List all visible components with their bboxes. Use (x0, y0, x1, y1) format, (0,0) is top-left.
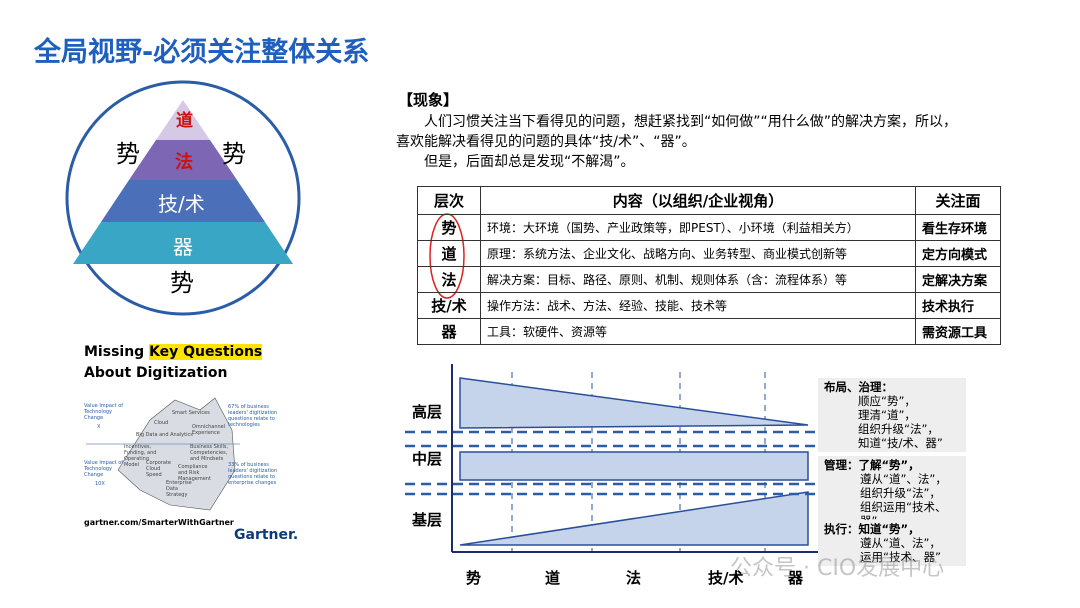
note: Value Impact of Technology Change (84, 460, 124, 478)
note-box: 管理：了解“势”，遵从“道”、法”，组织升级“法”，组织运用“技术、器” (818, 456, 966, 530)
title: 全局视野-必须关注整体关系 (34, 37, 370, 68)
iceberg-label: Compliance and Risk Management (178, 464, 211, 482)
cell: 环境：大环境（国势、产业政策等，即PEST）、小环境（利益相关方） (480, 214, 916, 241)
note-box: 执行：知道“势”， 遵从“道、法”， 运用“技术、器” (818, 520, 966, 566)
level-label: 技/术 (158, 192, 205, 216)
level-label: 法 (175, 152, 193, 173)
side-label: 势 (170, 269, 194, 297)
level-label: 器 (173, 235, 193, 259)
side-label: 势 (222, 140, 246, 168)
iceberg-label: Omnichannel Experience (192, 424, 226, 436)
note: Value Impact of Technology Change (84, 403, 124, 421)
note-line: 组织升级“法”， (858, 422, 939, 436)
band-middle (459, 451, 809, 481)
note: 33% of business leaders' digitization qu… (228, 462, 278, 486)
cell: 需资源工具 (915, 318, 1001, 345)
cell: 技/术 (417, 292, 481, 319)
table-row: 层次 内容（以组织/企业视角） 关注面 (417, 186, 1001, 215)
table-row: 势环境：大环境（国势、产业政策等，即PEST）、小环境（利益相关方） 看生存环境 (417, 214, 1001, 241)
level-label: 道 (176, 111, 193, 131)
axis-label: 器 (788, 569, 804, 587)
watermark: 公众号 · CIO发展中心 (730, 556, 945, 581)
iceberg-label: Smart Services (172, 410, 210, 416)
note-box: 布局、治理： 顺应“势”， 理清“道”， 组织升级“法”， 知道“技/术、器” (818, 378, 966, 452)
note: 10X (95, 481, 105, 487)
table-row: 器工具：软硬件、资源等 需资源工具 (417, 318, 1001, 345)
axis-label: 法 (626, 569, 642, 587)
cell: 势 (417, 214, 481, 241)
table-row: 法解决方案：目标、路径、原则、机制、规则体系（含：流程体系）等 定解决方案 (417, 266, 1001, 293)
table-row: 技/术 操作方法：战术、方法、经验、技能、技术等 技术执行 (417, 292, 1001, 319)
brand: Gartner. (234, 527, 299, 543)
axis-label: 势 (466, 569, 482, 587)
paragraph-line: 但是，后面却总是发现“不解渴”。 (424, 154, 635, 170)
iceberg-label: Business Skills, Competencies, and Minds… (190, 444, 229, 462)
level (129, 140, 237, 180)
note: X (97, 424, 101, 430)
note-line: 理清“道”， (858, 408, 916, 422)
text: Missing (84, 344, 150, 360)
gartner-title: Missing Key Questions (84, 344, 263, 360)
note-line: 执行：知道“势”， (824, 522, 920, 536)
cell: 法 (417, 266, 481, 293)
table: 层次 内容（以组织/企业视角） 关注面势环境：大环境（国势、产业政策等，即PEST）… (417, 186, 1001, 345)
header-cell: 关注面 (915, 186, 1001, 215)
header-cell: 层次 (417, 186, 481, 215)
layer-label: 基层 (412, 511, 443, 529)
iceberg-label: Corporate Cloud Speed (146, 460, 171, 478)
cell: 原理：系统方法、企业文化、战略方向、业务转型、商业模式创新等 (480, 240, 916, 267)
url: gartner.com/SmarterWithGartner (84, 518, 234, 527)
level (101, 180, 265, 222)
note: 67% of business leaders' digitization qu… (228, 404, 278, 428)
gartner-title: About Digitization (84, 365, 228, 381)
note-line: 顺应“势”， (858, 394, 916, 408)
axis-label: 技/术 (708, 569, 744, 587)
iceberg-label: Big Data and Analytics (136, 432, 193, 438)
note-line: 遵从“道、法”， (860, 536, 941, 550)
cell: 定解决方案 (915, 266, 1001, 293)
highlight-text: Key Questions (149, 344, 263, 360)
iceberg-label: Enterprise Data Strategy (166, 480, 192, 498)
note-line: 布局、治理： (824, 380, 893, 394)
note-line: 遵从“道”、法”， (860, 472, 947, 486)
cell: 看生存环境 (915, 214, 1001, 241)
cell: 工具：软硬件、资源等 (480, 318, 916, 345)
paragraph-line: 喜欢能解决看得见的问题的具体“技/术”、“器”。 (396, 134, 696, 150)
level (156, 100, 210, 140)
wedge-top (459, 377, 809, 429)
side-label: 势 (116, 140, 140, 168)
note-line: 组织升级“法”， (860, 486, 941, 500)
table-row: 道原理：系统方法、企业文化、战略方向、业务转型、商业模式创新等 定方向模式 (417, 240, 1001, 267)
layer-label: 高层 (412, 403, 443, 421)
layer-label: 中层 (412, 450, 443, 468)
level (73, 222, 293, 264)
note-line: 运用“技术、器” (860, 550, 941, 564)
cell: 操作方法：战术、方法、经验、技能、技术等 (480, 292, 916, 319)
cell: 器 (417, 318, 481, 345)
cell: 解决方案：目标、路径、原则、机制、规则体系（含：流程体系）等 (480, 266, 916, 293)
cell: 道 (417, 240, 481, 267)
axis-label: 道 (545, 569, 561, 587)
iceberg-label: Cloud (154, 420, 169, 426)
note-line: 管理：了解“势”， (824, 458, 920, 472)
cell: 定方向模式 (915, 240, 1001, 267)
wedge-bottom (459, 491, 809, 546)
iceberg (117, 397, 236, 511)
cell: 技术执行 (915, 292, 1001, 319)
iceberg-label: Incentives, Funding, and Operating Model (124, 444, 157, 468)
paragraph-line: 人们习惯关注当下看得见的问题，想赶紧找到“如何做”“用什么做”的解决方案，所以， (424, 114, 958, 130)
heading: 【现象】 (398, 91, 459, 109)
header-cell: 内容（以组织/企业视角） (480, 186, 916, 215)
note-line: 知道“技/术、器” (858, 436, 943, 450)
